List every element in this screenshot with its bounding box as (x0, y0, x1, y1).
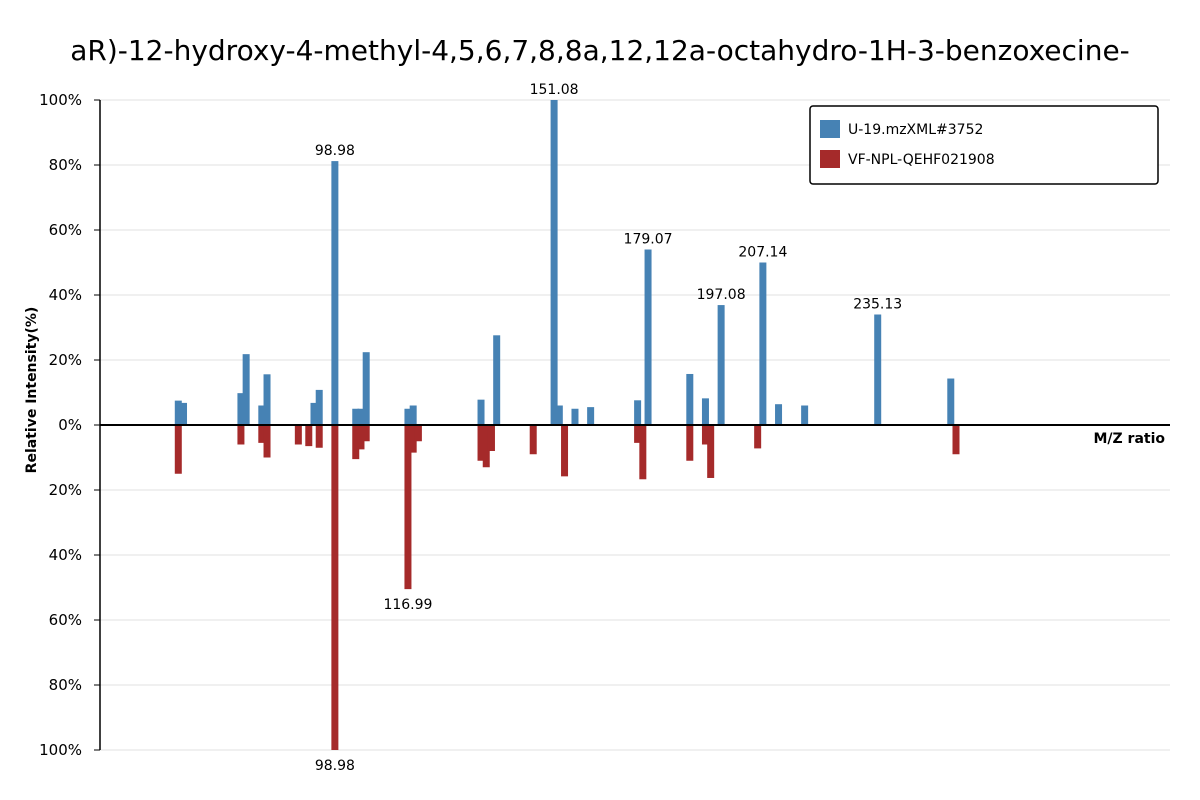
query-peak-bar (555, 405, 563, 425)
axes (99, 100, 1170, 750)
legend-label-reference: VF-NPL-QEHF021908 (848, 152, 995, 168)
y-tick-label: 60% (49, 221, 82, 239)
reference-peak-bar (561, 425, 569, 477)
query-peak-bar (759, 262, 767, 425)
query-peak-bar (263, 374, 271, 425)
peak-mz-label: 179.07 (624, 232, 673, 248)
legend-swatch-reference (820, 150, 840, 168)
query-peak-bar (947, 378, 955, 425)
y-tick-label: 40% (49, 546, 82, 564)
legend-box (809, 105, 1159, 185)
query-peak-bar (634, 400, 642, 425)
reference-peak-bar (529, 425, 537, 455)
reference-peak-bar (414, 425, 422, 442)
y-axis-label: Relative Intensity(%) (24, 307, 40, 474)
reference-peak-bar (294, 425, 302, 445)
y-tick-label: 20% (49, 351, 82, 369)
legend: U-19.mzXML#3752 VF-NPL-QEHF021908 (809, 105, 1159, 185)
reference-peak-bar (331, 425, 339, 750)
peak-mz-label: 98.98 (315, 758, 355, 774)
reference-peak-bar (404, 425, 412, 590)
y-tick-label: 80% (49, 156, 82, 174)
reference-peak-bar (477, 425, 485, 461)
query-peak-bar (587, 407, 595, 425)
reference-peak-bar (639, 425, 647, 480)
y-ticks: 100% 80% 60% 40% 20% 0% 20% 40% 60% 80% 100% (39, 91, 100, 759)
reference-peak-bar (357, 425, 365, 450)
peak-mz-label: 116.99 (383, 597, 432, 613)
reference-peak-bar (174, 425, 182, 474)
reference-peak-bar (482, 425, 490, 468)
peak-mz-label: 207.14 (738, 245, 787, 261)
peak-mz-label: 98.98 (315, 143, 355, 159)
gridlines (100, 99, 1170, 751)
reference-peak-bar (634, 425, 642, 443)
query-peak-bar (686, 373, 694, 425)
y-tick-label: 100% (39, 741, 82, 759)
y-tick-label: 100% (39, 91, 82, 109)
query-peak-bar (717, 305, 725, 425)
query-peak-bar (357, 408, 365, 425)
query-peak-bar (801, 405, 809, 425)
reference-peak-bar (487, 425, 495, 451)
y-tick-label: 80% (49, 676, 82, 694)
peak-mz-label: 235.13 (853, 297, 902, 313)
reference-peak-bar (305, 425, 313, 447)
reference-peak-bar (352, 425, 360, 460)
query-peak-bar (237, 393, 245, 425)
reference-peak-bar (237, 425, 245, 445)
query-peak-bar (775, 404, 783, 425)
query-peak-bar (258, 405, 266, 425)
query-peak-bar (174, 400, 182, 425)
peak-mz-label: 197.08 (697, 287, 746, 303)
y-tick-label: 0% (58, 416, 82, 434)
reference-peak-bar (258, 425, 266, 443)
query-peak-bar (493, 335, 501, 425)
reference-peak-bar (409, 425, 417, 453)
query-peak-bar (409, 405, 417, 425)
query-peak-bar (362, 352, 370, 425)
reference-peak-bar (754, 425, 762, 449)
reference-peak-bar (263, 425, 271, 458)
bars (174, 100, 960, 750)
y-tick-label: 40% (49, 286, 82, 304)
query-peak-bar (874, 314, 882, 425)
reference-peak-bar (362, 425, 370, 442)
reference-peak-bar (707, 425, 715, 478)
legend-label-query: U-19.mzXML#3752 (848, 122, 983, 138)
reference-peak-bar (686, 425, 694, 461)
query-peak-bar (571, 408, 579, 425)
query-peak-bar (352, 408, 360, 425)
y-tick-label: 60% (49, 611, 82, 629)
query-peak-bar (180, 402, 188, 425)
query-peak-bar (550, 100, 558, 425)
reference-peak-bar (952, 425, 960, 455)
peak-mz-label: 151.08 (530, 82, 579, 98)
query-peak-bar (477, 399, 485, 425)
x-axis-label: M/Z ratio (1093, 431, 1165, 447)
query-peak-bar (310, 402, 318, 425)
reference-peak-bar (315, 425, 323, 448)
query-peak-bar (242, 354, 250, 425)
y-tick-label: 20% (49, 481, 82, 499)
chart-title: aR)-12-hydroxy-4-methyl-4,5,6,7,8,8a,12,… (70, 34, 1130, 67)
legend-swatch-query (820, 120, 840, 138)
query-peak-bar (644, 249, 652, 425)
query-peak-bar (404, 408, 412, 425)
peak-labels: 98.98 151.08 179.07 197.08 207.14 235.13 98.98… (315, 82, 902, 774)
reference-peak-bar (701, 425, 709, 445)
query-peak-bar (331, 161, 339, 425)
query-peak-bar (315, 389, 323, 425)
query-peak-bar (701, 398, 709, 425)
